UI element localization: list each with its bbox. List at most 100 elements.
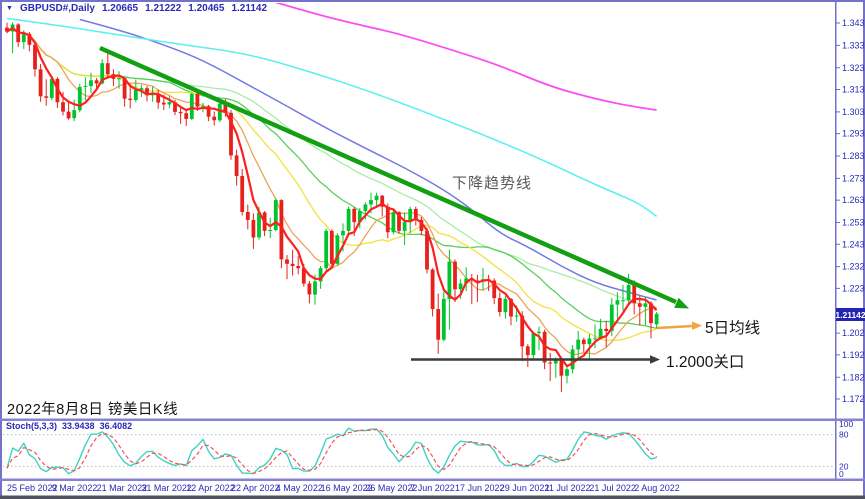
x-axis-label: 21 Mar 2022 [97,483,148,493]
candle-body [329,230,334,264]
candle-body [301,268,306,284]
symbol-quote-bar: ▼ GBPUSD#,Daily 1.20665 1.21222 1.20465 … [6,3,267,14]
candle-body [632,284,637,304]
trendline-annotation-label[interactable]: 下降趋势线 [452,175,533,192]
y-axis-label: 1.25300 [842,218,865,228]
candle-body [542,331,547,363]
candle-body [201,106,205,108]
trendline-line[interactable] [99,45,677,305]
candle-body [122,78,127,99]
candle-body [520,315,525,347]
candle-body [509,298,513,317]
candle-body [458,283,463,290]
candle-body [397,212,401,231]
candle-body [100,63,105,84]
y-axis-label: 1.31360 [842,85,865,95]
candle-body [604,328,609,331]
x-axis-label: 2 Aug 2022 [634,483,680,493]
candle-body [139,88,144,90]
candle-body [475,280,480,282]
candle-body [307,283,312,295]
date-axis-separator [0,478,865,481]
one-click-dropdown-icon[interactable]: ▼ [6,4,13,12]
candle-body [128,98,133,100]
candle-body [565,369,569,376]
quote-low: 1.20465 [188,3,225,14]
y-axis-label: 1.32350 [842,63,865,73]
candle-body [537,331,541,334]
candle-body [576,339,581,350]
candle-body [363,204,368,212]
y-axis-label: 1.26320 [842,195,865,205]
candle-body [514,315,519,317]
candle-body [497,298,502,312]
candle-body [385,206,390,233]
candle-body [581,339,586,345]
candle-body [430,269,435,309]
candle-body [189,93,194,119]
arrow-yellow-line[interactable] [656,324,694,330]
stoch-d-value: 36.4082 [99,421,133,431]
candle-body [212,116,217,121]
candle-body [341,230,345,236]
candle-body [553,359,558,364]
candle-body [419,219,424,231]
candle-body [273,200,278,230]
candle-body [83,86,88,87]
candle-body [161,102,166,105]
y-axis-label: 1.34390 [842,18,865,28]
y-axis-label: 1.23290 [842,262,865,272]
candle-body [503,298,508,313]
candle-body [637,303,642,307]
arrow-yellow-arrowhead[interactable] [692,321,702,331]
candle-body [223,103,228,113]
candle-body [156,94,161,103]
x-axis-label: 22 Apr 2022 [231,483,280,493]
x-axis-label: 11 Jul 2022 [545,483,591,493]
candle-body [145,88,149,96]
stoch-scale-label: 80 [839,430,849,440]
candle-body [21,33,26,43]
chart-note-text: 2022年8月8日 镑美日K线 [7,402,179,418]
x-axis-label: 29 Jun 2022 [500,483,550,493]
window-bottom-edge [0,495,865,499]
stoch-name: Stoch(5,3,3) [6,421,58,431]
y-axis-label: 1.18250 [842,372,865,382]
candle-body [380,195,385,207]
ma5-annotation-label[interactable]: 5日均线 [705,320,761,337]
candle-body [206,106,211,117]
y-axis-label: 1.27310 [842,173,865,183]
y-axis-label: 1.20260 [842,328,865,338]
candle-body [133,89,138,100]
candle-body [402,222,407,231]
x-axis-label: 31 Mar 2022 [141,483,192,493]
symbol-period-label: GBPUSD#,Daily [19,3,95,14]
candle-body [268,230,273,231]
candle-body [94,80,99,84]
candle-body [357,211,362,223]
current-price-tag: 1.21142 [835,308,865,321]
candle-body [44,96,49,98]
stoch-panel-layer [3,427,834,475]
ma-line-MA144-cyan [6,17,658,217]
candle-body [167,102,172,105]
trendline-arrowhead[interactable] [674,297,689,309]
candle-body [178,111,183,114]
y-axis-label: 1.29350 [842,129,865,139]
panel-splitter[interactable] [0,418,865,422]
window-top-border [0,0,865,2]
candle-body [313,281,317,295]
ma-line-MA200-magenta [274,3,657,112]
candle-body [150,94,155,96]
level-annotation-label[interactable]: 1.2000关口 [666,354,745,371]
candle-body [89,80,93,86]
candle-body [195,93,200,107]
candle-body [5,27,9,32]
x-axis-label: 9 Mar 2022 [52,483,98,493]
candle-body [61,102,65,112]
candle-body [598,328,603,339]
candle-body [346,208,351,231]
arrow-black-arrowhead[interactable] [650,355,660,364]
